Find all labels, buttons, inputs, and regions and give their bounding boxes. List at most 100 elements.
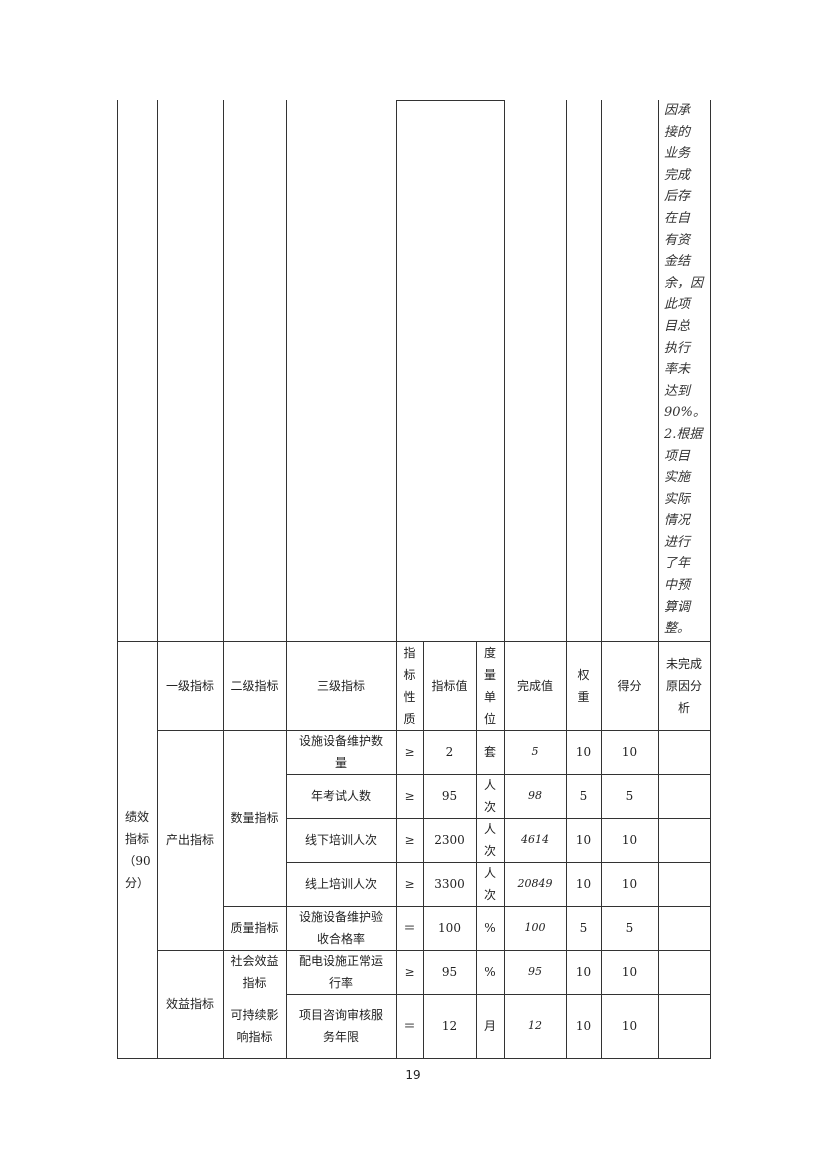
column-header: 得分 (617, 678, 642, 693)
indicator-weight: 10 (575, 745, 592, 759)
grid-line (117, 641, 118, 1059)
indicator-score: 5 (625, 789, 634, 803)
indicator-reason (658, 950, 710, 994)
indicator-target: 2 (445, 745, 454, 759)
grid-line (566, 641, 567, 1059)
level2-sustainable: 可持续影响指标 (230, 1008, 279, 1044)
grid-line (601, 641, 602, 1059)
indicator-name: 线下培训人次 (304, 833, 377, 847)
grid-line (117, 641, 711, 642)
indicator-target: 100 (438, 921, 461, 935)
indicator-operator: ≥ (404, 745, 415, 759)
grid-line (223, 641, 224, 1059)
indicator-score: 10 (621, 965, 638, 979)
grid-line (286, 774, 711, 775)
grid-line (286, 641, 287, 1059)
grid-line (286, 818, 711, 819)
indicator-weight: 10 (575, 877, 592, 891)
indicator-reason (658, 994, 710, 1058)
grid-line (566, 100, 567, 642)
grid-line (601, 100, 602, 642)
indicator-score: 10 (621, 833, 638, 847)
indicator-reason (658, 774, 710, 818)
grid-line (157, 641, 158, 1059)
grid-line (396, 100, 397, 642)
grid-line (286, 100, 287, 642)
indicator-unit: 人次 (483, 866, 496, 902)
indicator-unit: 人次 (483, 822, 496, 858)
column-header: 度量单位 (483, 645, 496, 726)
indicator-weight: 10 (575, 965, 592, 979)
indicator-name: 年考试人数 (310, 789, 371, 803)
grid-line (710, 641, 711, 1059)
column-header: 指标值 (431, 678, 468, 693)
column-header: 完成值 (516, 678, 553, 693)
indicator-reason (658, 862, 710, 906)
indicator-reason (658, 730, 710, 774)
grid-line (157, 950, 711, 951)
grid-line (157, 730, 711, 731)
indicator-score: 10 (621, 877, 638, 891)
indicator-actual: 12 (528, 1019, 542, 1032)
indicator-actual: 5 (531, 745, 539, 758)
level2-quality: 质量指标 (230, 921, 279, 935)
indicator-name: 设施设备维护验收合格率 (298, 910, 383, 946)
level1-output: 产出指标 (165, 833, 214, 847)
indicator-weight: 5 (579, 789, 588, 803)
indicator-score: 5 (625, 921, 634, 935)
grid-line (223, 100, 224, 642)
grid-line (286, 862, 711, 863)
grid-line (223, 906, 711, 907)
indicator-reason (658, 818, 710, 862)
indicator-reason (658, 906, 710, 950)
level2-social: 社会效益指标 (230, 954, 279, 990)
grid-line (157, 100, 158, 642)
column-header: 权重 (577, 667, 590, 704)
section-label: 绩效指标（90分） (123, 809, 151, 890)
column-header: 指标性质 (403, 645, 416, 726)
grid-line (396, 100, 505, 101)
indicator-operator: ≥ (404, 833, 415, 847)
indicator-score: 10 (621, 1019, 638, 1033)
indicator-target: 3300 (434, 877, 465, 891)
column-header: 三级指标 (316, 678, 365, 693)
indicator-operator: ≥ (404, 877, 415, 891)
grid-line (658, 100, 659, 642)
grid-line (117, 100, 118, 642)
indicator-unit: 人次 (483, 778, 496, 814)
indicator-actual: 100 (524, 921, 546, 934)
indicator-actual: 98 (528, 789, 542, 802)
indicator-target: 95 (441, 789, 458, 803)
indicator-target: 12 (441, 1019, 458, 1033)
grid-line (504, 641, 505, 1059)
level1-benefit: 效益指标 (165, 997, 214, 1011)
indicator-target: 95 (441, 965, 458, 979)
indicator-name: 线上培训人次 (304, 877, 377, 891)
indicator-unit: 月 (483, 1019, 496, 1033)
indicator-name: 配电设施正常运行率 (298, 954, 383, 990)
indicator-operator: ≥ (404, 789, 415, 803)
indicator-actual: 4614 (521, 833, 549, 846)
column-header: 二级指标 (230, 678, 279, 693)
indicator-name: 项目咨询审核服务年限 (298, 1008, 383, 1044)
grid-line (396, 641, 397, 1059)
indicator-target: 2300 (434, 833, 465, 847)
indicator-weight: 10 (575, 1019, 592, 1033)
indicator-operator: ≥ (404, 965, 415, 979)
grid-line (476, 641, 477, 1059)
indicator-unit: % (484, 965, 496, 979)
grid-line (710, 100, 711, 642)
indicator-actual: 95 (528, 965, 542, 978)
grid-line (117, 1058, 711, 1059)
indicator-unit: 套 (483, 745, 496, 759)
indicator-name: 设施设备维护数量 (298, 734, 383, 770)
page-number: 19 (405, 1068, 421, 1082)
level2-quantity: 数量指标 (230, 811, 279, 825)
column-header: 一级指标 (165, 678, 214, 693)
indicator-operator: ＝ (403, 921, 416, 935)
grid-line (423, 641, 424, 1059)
indicator-unit: % (484, 921, 496, 935)
unfinished-reason-note: 因承 接的 业务 完成 后存 在自 有资 金结 余，因 此项 目总 执行 率未 … (664, 103, 706, 637)
column-header: 未完成原因分析 (665, 656, 702, 715)
